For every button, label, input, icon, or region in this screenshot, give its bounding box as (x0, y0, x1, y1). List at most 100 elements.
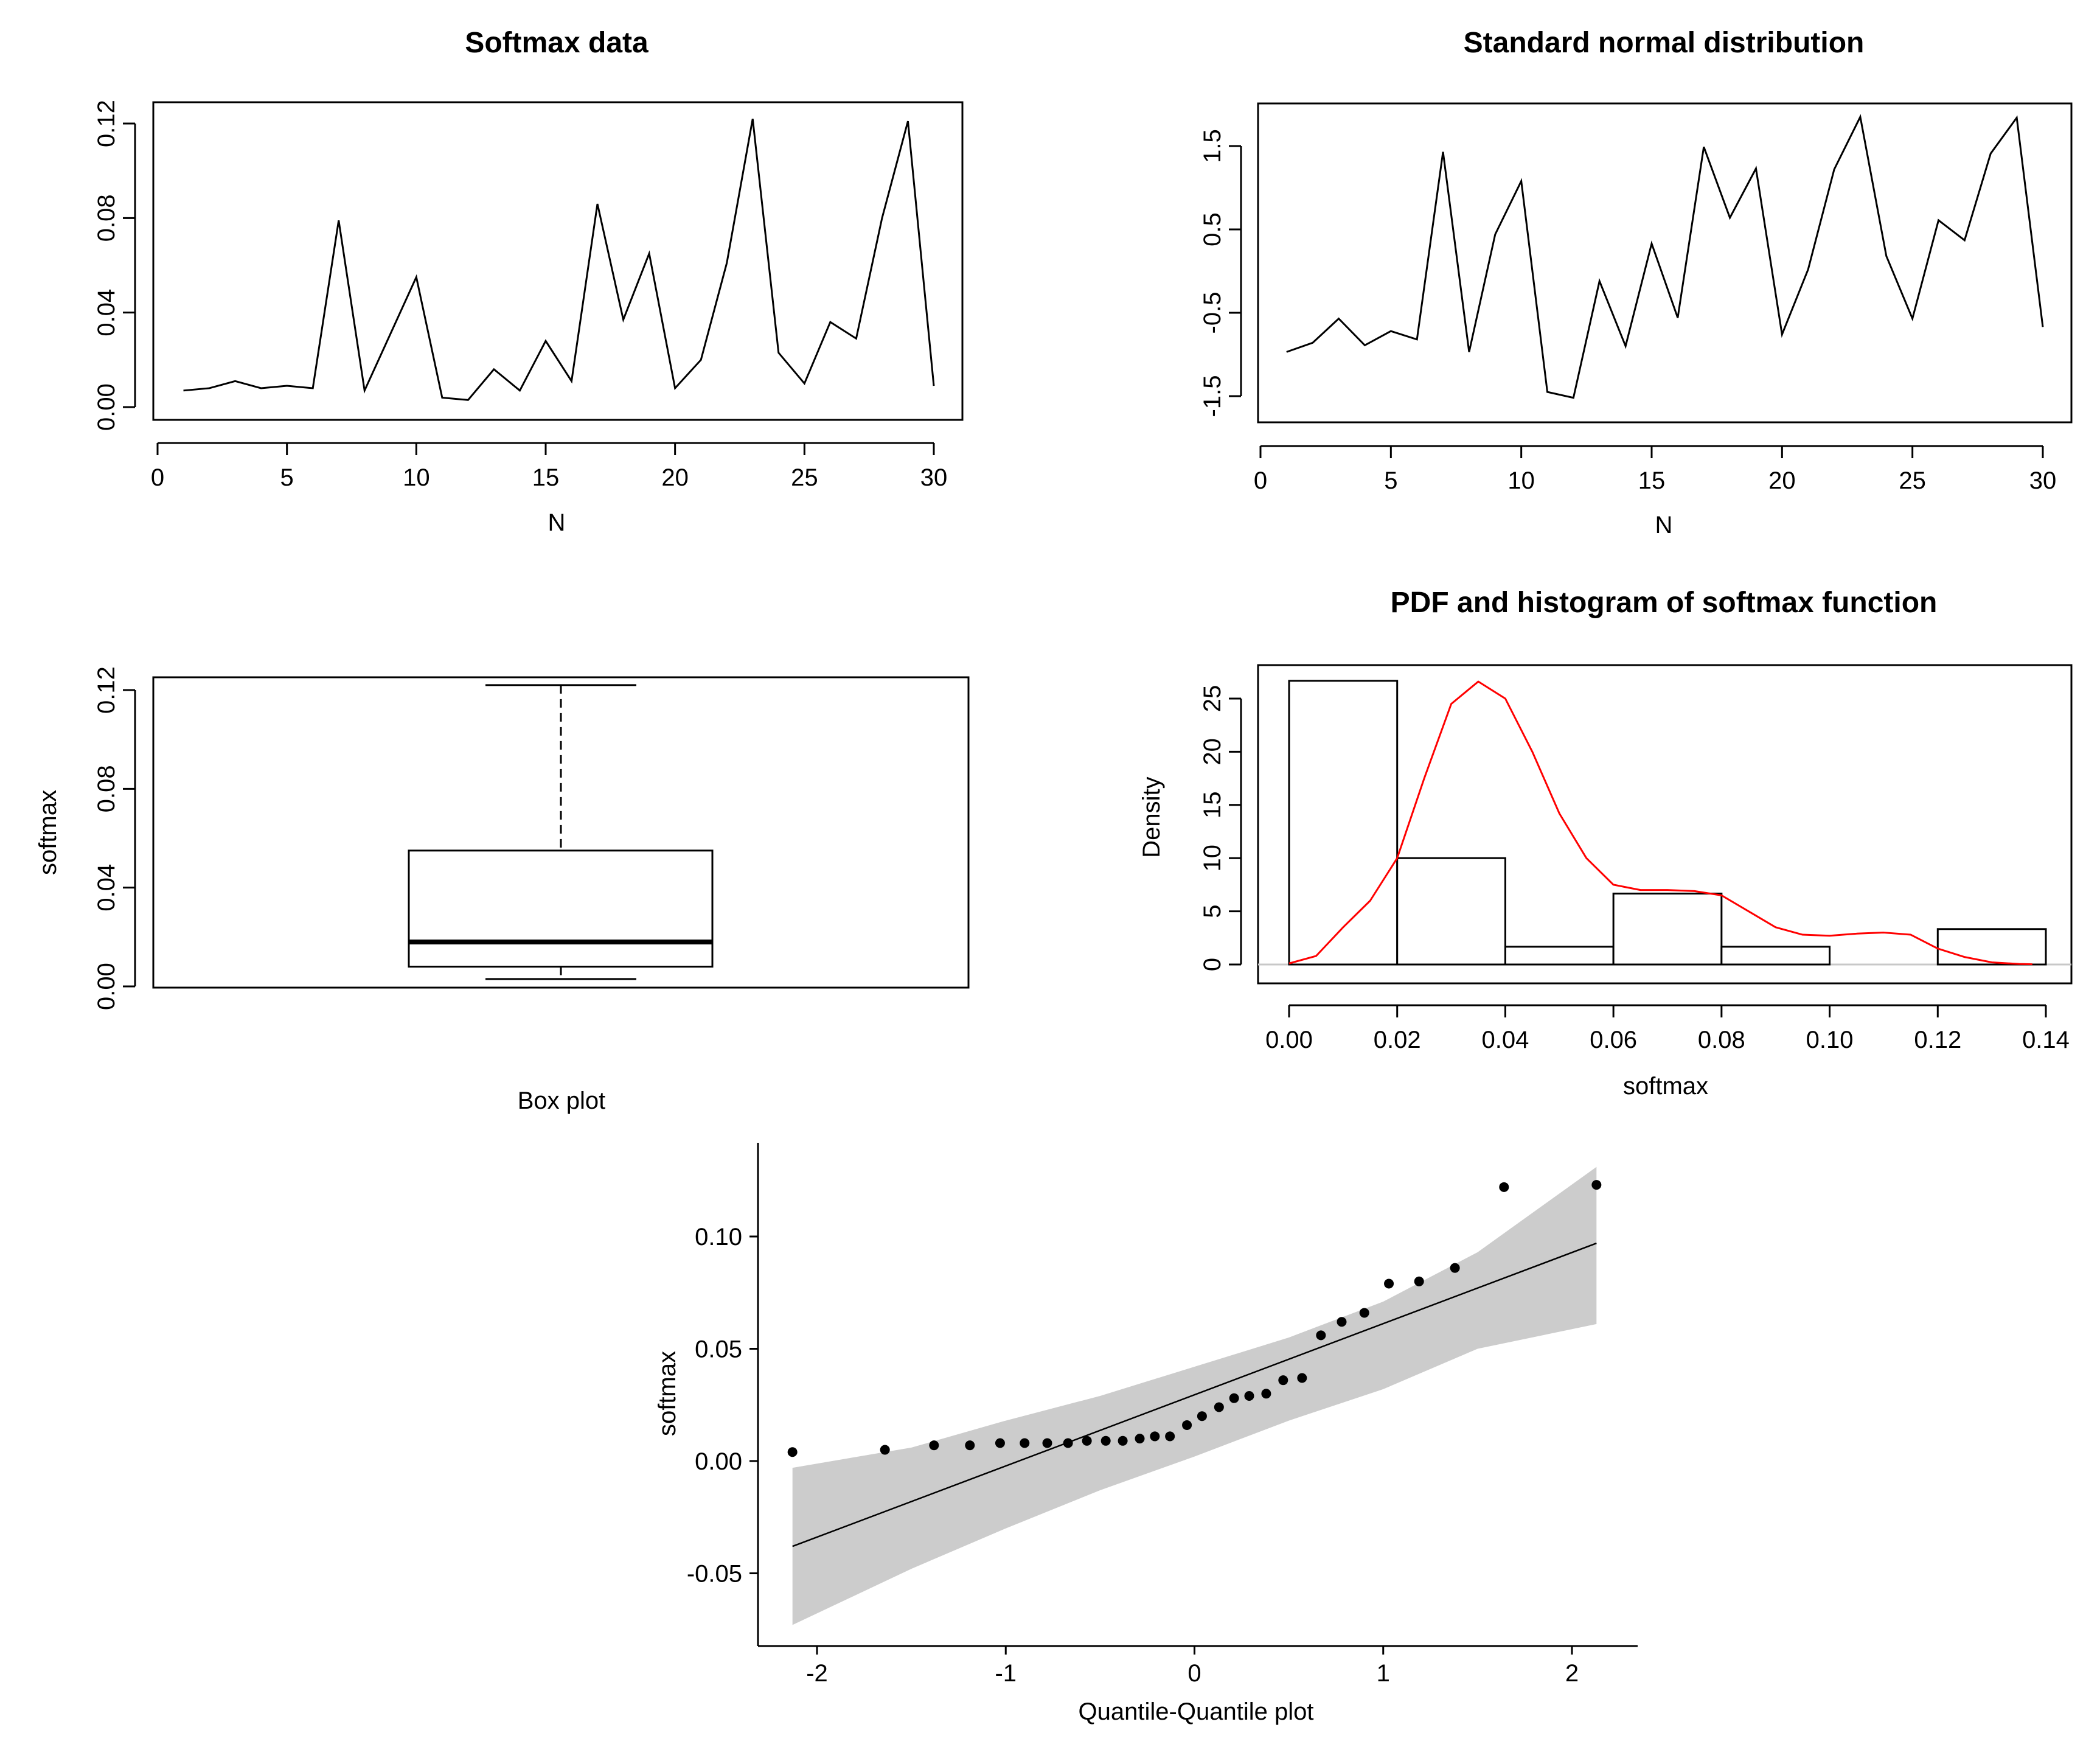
qq-point (1100, 1435, 1111, 1446)
qq-reference-line (792, 1242, 1597, 1547)
qq-plot-xlabel: Quantile-Quantile plot (1079, 1698, 1314, 1725)
qq-point (1118, 1435, 1128, 1446)
softmax-line-y-tick-label: 0.08 (93, 194, 120, 242)
softmax-line-series (183, 118, 935, 401)
normal-line-panel: Standard normal distribution N 0 5 10 15 20 2… (1199, 27, 2073, 539)
qq-point (1150, 1431, 1160, 1442)
qq-point (1020, 1438, 1030, 1448)
qq-confidence-band (792, 1167, 1597, 1625)
softmax-line-y-tick-label: 0.00 (93, 383, 120, 431)
normal-line-y-tick-label: -0.5 (1199, 292, 1226, 334)
softmax-line-x-tick-label: 20 (661, 464, 689, 491)
histogram-y-tick-label: 25 (1199, 685, 1226, 713)
softmax-line-y-tick-label: 0.04 (93, 289, 120, 337)
histogram-y-tick-label: 20 (1199, 738, 1226, 766)
histogram-x-tick-label: 0.00 (1265, 1027, 1313, 1053)
qq-point (1337, 1317, 1347, 1327)
boxplot-y-tick-label: 0.12 (93, 666, 120, 714)
histogram-panel: PDF and histogram of softmax function so… (1138, 587, 2073, 1100)
qq-point (1135, 1434, 1145, 1444)
histogram-bar (1288, 680, 1399, 966)
qq-point (1278, 1375, 1288, 1386)
qq-point (1384, 1278, 1394, 1289)
qq-point (1165, 1431, 1175, 1442)
histogram-bar (1504, 946, 1615, 966)
softmax-line-panel: Softmax data N 0 5 10 15 20 25 30 0.00 0.04 0.08 0… (93, 27, 964, 536)
qq-point (1042, 1438, 1052, 1448)
qq-point (1316, 1330, 1326, 1341)
qq-point (1591, 1180, 1602, 1190)
histogram-plot-frame (1257, 664, 2073, 985)
histogram-x-tick-label: 0.10 (1806, 1027, 1854, 1053)
qq-y-tick-label: 0.05 (695, 1336, 742, 1363)
qq-y-tick-label: 0.00 (695, 1448, 742, 1475)
histogram-y-tick-label: 10 (1199, 845, 1226, 872)
qq-x-tick-label: -1 (995, 1660, 1017, 1687)
softmax-line-xlabel: N (548, 509, 566, 536)
softmax-line-x-tick-label: 5 (280, 464, 294, 491)
histogram-bar (1396, 857, 1506, 966)
qq-point (1082, 1435, 1092, 1446)
softmax-line-x-tick-label: 0 (151, 464, 164, 491)
normal-line-x-tick-label: 25 (1899, 467, 1926, 494)
softmax-line-x-tick-label: 15 (532, 464, 560, 491)
normal-line-xlabel: N (1655, 512, 1673, 539)
density-curve (1288, 680, 2032, 966)
boxplot-ylabel: softmax (35, 790, 61, 875)
histogram-title: PDF and histogram of softmax function (1391, 587, 1938, 619)
normal-line-title: Standard normal distribution (1464, 27, 1865, 59)
qq-point (995, 1438, 1005, 1448)
qq-point (1214, 1402, 1224, 1412)
qq-point (965, 1440, 975, 1451)
histogram-bar (1936, 928, 2047, 966)
normal-line-x-tick-label: 30 (2029, 467, 2057, 494)
softmax-line-title: Softmax data (465, 27, 648, 59)
qq-point (1499, 1182, 1509, 1192)
normal-line-y-tick-label: 1.5 (1199, 129, 1226, 163)
normal-line-x-tick-label: 20 (1768, 467, 1796, 494)
histogram-y-tick-label: 5 (1199, 904, 1226, 918)
histogram-ylabel: Density (1138, 776, 1165, 857)
normal-line-x-tick-label: 0 (1254, 467, 1267, 494)
softmax-line-plot-frame (152, 101, 964, 421)
qq-point (1297, 1373, 1307, 1383)
normal-line-plot-frame (1257, 102, 2073, 424)
histogram-x-tick-label: 0.04 (1481, 1027, 1529, 1053)
normal-line-y-tick-label: 0.5 (1199, 212, 1226, 246)
histogram-y-tick-label: 0 (1199, 958, 1226, 971)
qq-x-tick-label: 2 (1565, 1660, 1579, 1687)
qq-y-tick-label: -0.05 (687, 1561, 742, 1588)
qq-point (1414, 1276, 1424, 1286)
histogram-x-tick-label: 0.12 (1914, 1027, 1961, 1053)
qq-plot-panel: Quantile-Quantile plot softmax -2 -1 0 1 2 -0… (654, 1143, 1638, 1725)
histogram-x-tick-label: 0.08 (1698, 1027, 1745, 1053)
boxplot-plot-frame (152, 676, 970, 989)
qq-point (1359, 1308, 1369, 1318)
qq-point (929, 1440, 939, 1451)
histogram-bar (1720, 946, 1831, 966)
qq-point (1197, 1411, 1207, 1421)
normal-line-series (1286, 114, 2044, 399)
softmax-line-x-tick-label: 10 (403, 464, 430, 491)
qq-x-tick-label: -2 (806, 1660, 828, 1687)
qq-point (1450, 1263, 1460, 1273)
softmax-line-x-tick-label: 25 (791, 464, 818, 491)
boxplot-y-tick-label: 0.04 (93, 864, 120, 912)
boxplot-panel: Box plot softmax 0.00 0.04 0.08 0.12 (35, 666, 970, 1114)
qq-x-tick-label: 1 (1377, 1660, 1390, 1687)
boxplot-xlabel: Box plot (518, 1087, 606, 1114)
boxplot-y-tick-label: 0.08 (93, 765, 120, 812)
qq-y-tick-label: 0.10 (695, 1224, 742, 1250)
softmax-line-y-tick-label: 0.12 (93, 100, 120, 147)
histogram-bar (1612, 892, 1723, 966)
qq-point (1244, 1390, 1254, 1401)
softmax-line-x-tick-label: 30 (920, 464, 948, 491)
normal-line-x-tick-label: 15 (1638, 467, 1666, 494)
qq-point (880, 1445, 890, 1455)
histogram-x-tick-label: 0.14 (2022, 1027, 2070, 1053)
boxplot-box (408, 849, 714, 968)
histogram-x-tick-label: 0.02 (1374, 1027, 1421, 1053)
qq-point (1261, 1389, 1271, 1399)
qq-point (1229, 1393, 1239, 1403)
